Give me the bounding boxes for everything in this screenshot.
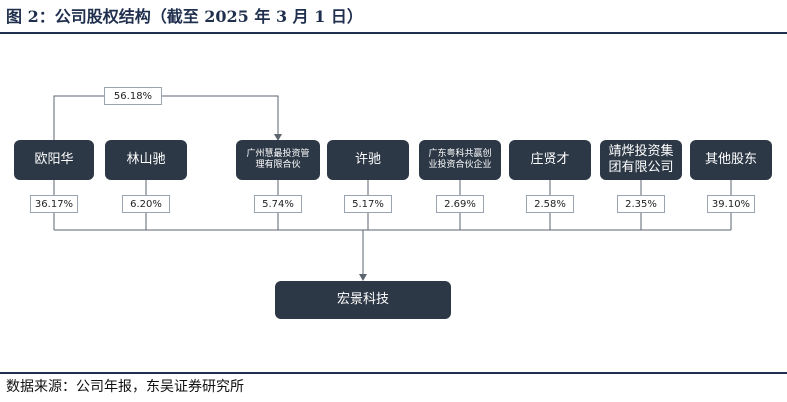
- shareholder-pct-guangdong-yueke: 2.69%: [436, 195, 484, 213]
- shareholder-pct-other: 39.10%: [707, 195, 755, 213]
- shareholder-node-zhuangxiancai: 庄贤才: [509, 140, 591, 180]
- shareholder-node-guangdong-yueke: 广东粤科共赢创 业投资合伙企业: [419, 140, 501, 180]
- title-rule: [0, 32, 787, 34]
- shareholder-node-xuchi: 许驰: [327, 140, 409, 180]
- shareholder-pct-zhuangxiancai: 2.58%: [526, 195, 574, 213]
- figure-title: 图 2：公司股权结构（截至 2025 年 3 月 1 日）: [6, 7, 363, 26]
- company-arrowhead: [359, 274, 367, 281]
- shareholder-node-linshanchi: 林山驰: [105, 140, 187, 180]
- control-link-line: [53, 95, 279, 140]
- shareholder-pct-jingye-investment: 2.35%: [617, 195, 665, 213]
- shareholder-node-ouyanghua: 欧阳华: [14, 140, 94, 180]
- source-rule: [0, 372, 787, 374]
- shareholder-pct-xuchi: 5.17%: [344, 195, 392, 213]
- company-node: 宏景科技: [275, 281, 451, 319]
- shareholder-pct-ouyanghua: 36.17%: [30, 195, 78, 213]
- shareholder-node-jingye-investment: 靖烨投资集 团有限公司: [600, 140, 682, 180]
- shareholder-node-guangzhou-huizui: 广州慧最投资管 理有限合伙: [236, 140, 320, 180]
- shareholder-node-other: 其他股东: [690, 140, 772, 180]
- control-link-pct: 56.18%: [104, 87, 162, 105]
- shareholder-pct-linshanchi: 6.20%: [122, 195, 170, 213]
- shareholder-pct-guangzhou-huizui: 5.74%: [254, 195, 302, 213]
- control-link-arrowhead: [274, 134, 282, 141]
- source-note: 数据来源：公司年报，东吴证券研究所: [6, 379, 244, 395]
